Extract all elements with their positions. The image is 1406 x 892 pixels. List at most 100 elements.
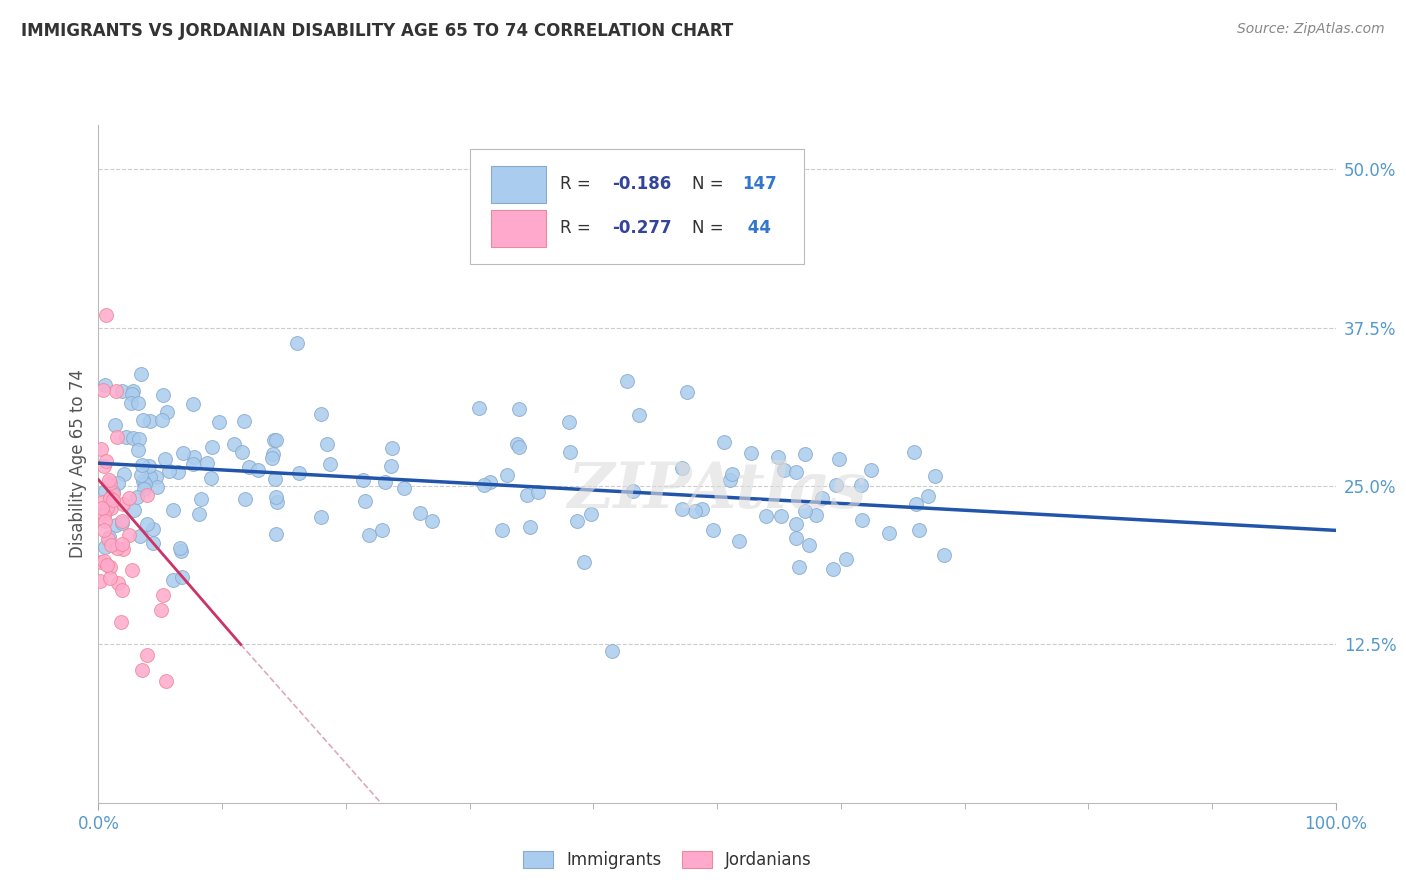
Point bbox=[787, 560, 810, 574]
Point bbox=[110, 537, 132, 551]
Point bbox=[128, 432, 150, 446]
Point bbox=[97, 473, 120, 487]
Legend: Immigrants, Jordanians: Immigrants, Jordanians bbox=[516, 845, 818, 876]
Point bbox=[581, 507, 603, 521]
Point bbox=[145, 469, 167, 483]
Point bbox=[195, 456, 218, 470]
Point bbox=[924, 469, 946, 483]
Point bbox=[100, 538, 122, 552]
Point bbox=[200, 471, 222, 485]
Point bbox=[132, 413, 155, 427]
Point bbox=[98, 491, 121, 505]
Point bbox=[860, 463, 883, 477]
Point bbox=[112, 542, 135, 557]
Point bbox=[111, 384, 134, 398]
Point bbox=[110, 514, 132, 528]
Point bbox=[142, 522, 165, 536]
Point bbox=[100, 500, 122, 515]
Point bbox=[153, 452, 176, 467]
Point bbox=[93, 514, 115, 528]
Text: N =: N = bbox=[692, 175, 730, 193]
Text: IMMIGRANTS VS JORDANIAN DISABILITY AGE 65 TO 74 CORRELATION CHART: IMMIGRANTS VS JORDANIAN DISABILITY AGE 6… bbox=[21, 22, 734, 40]
Point bbox=[96, 453, 118, 467]
Point bbox=[169, 543, 191, 558]
Point bbox=[690, 502, 713, 516]
Point bbox=[616, 374, 638, 388]
Point bbox=[135, 517, 157, 532]
Text: -0.277: -0.277 bbox=[612, 219, 672, 237]
Point bbox=[98, 529, 121, 543]
Point bbox=[728, 534, 751, 549]
Point bbox=[851, 513, 873, 527]
Point bbox=[264, 472, 287, 486]
Point bbox=[110, 615, 132, 629]
Point bbox=[806, 508, 828, 522]
Point bbox=[309, 510, 332, 524]
Point bbox=[122, 503, 145, 517]
Point bbox=[96, 500, 118, 515]
Point bbox=[136, 648, 159, 663]
Point bbox=[105, 430, 128, 444]
Point bbox=[766, 450, 789, 465]
Point bbox=[91, 500, 114, 515]
Point bbox=[131, 458, 153, 472]
Point bbox=[93, 459, 115, 474]
Point bbox=[157, 464, 180, 478]
Point bbox=[115, 430, 138, 444]
Point bbox=[90, 555, 112, 569]
Point bbox=[508, 401, 530, 416]
Text: 147: 147 bbox=[742, 175, 776, 193]
Point bbox=[409, 506, 432, 520]
Point bbox=[107, 476, 129, 491]
Point bbox=[131, 663, 153, 677]
Point bbox=[139, 414, 162, 428]
Point bbox=[285, 336, 308, 351]
Point bbox=[472, 477, 495, 491]
Point bbox=[169, 541, 191, 555]
Point bbox=[683, 504, 706, 518]
Point bbox=[139, 470, 162, 484]
Point bbox=[208, 415, 231, 429]
Point bbox=[905, 497, 928, 511]
Point bbox=[152, 588, 174, 602]
Point bbox=[740, 446, 762, 460]
Point bbox=[93, 540, 115, 554]
Point bbox=[93, 378, 115, 392]
Point bbox=[823, 561, 845, 575]
Point bbox=[311, 408, 333, 422]
Point bbox=[94, 308, 117, 322]
Point bbox=[262, 447, 284, 461]
Point bbox=[101, 492, 124, 507]
Point bbox=[155, 405, 177, 419]
Point bbox=[105, 541, 128, 555]
Point bbox=[246, 463, 269, 477]
Point bbox=[769, 508, 792, 523]
Point bbox=[932, 548, 955, 562]
Point bbox=[136, 488, 159, 502]
Point bbox=[574, 555, 596, 569]
Point bbox=[181, 397, 204, 411]
Point bbox=[370, 523, 392, 537]
Point bbox=[264, 433, 287, 447]
Point bbox=[755, 509, 778, 524]
Point bbox=[134, 477, 156, 491]
Point bbox=[190, 492, 212, 507]
Point bbox=[264, 490, 287, 504]
Point bbox=[112, 467, 135, 482]
Point bbox=[149, 603, 172, 617]
Y-axis label: Disability Age 65 to 74: Disability Age 65 to 74 bbox=[69, 369, 87, 558]
Point bbox=[560, 445, 582, 459]
Point bbox=[104, 384, 127, 398]
Point bbox=[352, 473, 374, 487]
Point bbox=[121, 387, 143, 401]
Point bbox=[146, 481, 169, 495]
FancyBboxPatch shape bbox=[470, 149, 804, 264]
Point bbox=[288, 466, 311, 480]
Point bbox=[380, 459, 402, 474]
Point bbox=[127, 443, 149, 458]
Point bbox=[671, 502, 693, 516]
Point bbox=[720, 467, 742, 481]
Point bbox=[93, 508, 115, 522]
Point bbox=[152, 388, 174, 402]
Point bbox=[162, 573, 184, 587]
